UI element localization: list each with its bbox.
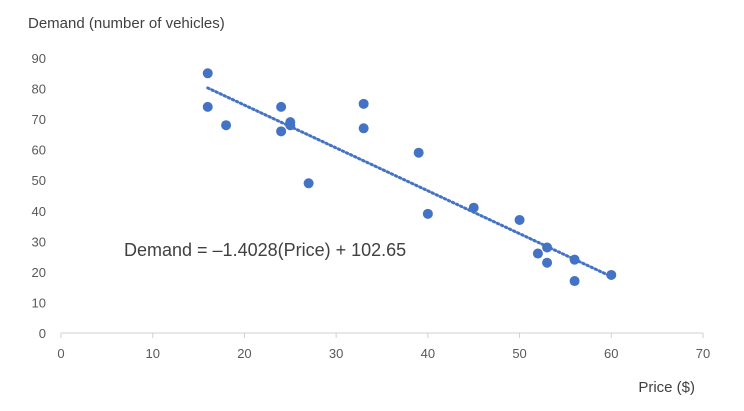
x-tick-label: 40 (421, 346, 435, 361)
data-point (358, 123, 369, 134)
data-point (542, 242, 553, 253)
y-tick-label: 50 (32, 173, 46, 188)
data-point (514, 214, 525, 225)
y-tick-label: 30 (32, 234, 46, 249)
y-tick-label: 90 (32, 51, 46, 66)
data-point (542, 257, 553, 268)
x-tick-label: 50 (512, 346, 526, 361)
y-tick-label: 40 (32, 204, 46, 219)
data-point (276, 126, 287, 137)
data-point (468, 202, 479, 213)
x-axis-title: Price ($) (638, 379, 695, 396)
y-tick-label: 60 (32, 143, 46, 158)
x-tick-label: 20 (237, 346, 251, 361)
data-point (303, 178, 314, 189)
x-tick-label: 70 (696, 346, 710, 361)
data-point (569, 254, 580, 265)
data-point (358, 98, 369, 109)
data-point (413, 147, 424, 158)
x-tick-label: 30 (329, 346, 343, 361)
y-tick-label: 10 (32, 295, 46, 310)
data-point (569, 276, 580, 287)
y-tick-label: 80 (32, 82, 46, 97)
y-tick-label: 0 (39, 326, 46, 341)
data-point (202, 68, 213, 79)
x-tick-label: 0 (57, 346, 64, 361)
data-point (606, 269, 617, 280)
data-point (285, 120, 296, 131)
y-axis-ticks: 0 10 20 30 40 50 60 70 80 90 (32, 51, 46, 341)
trendline-equation: Demand = –1.4028(Price) + 102.65 (124, 240, 406, 260)
x-tick-label: 60 (604, 346, 618, 361)
data-points (202, 68, 617, 287)
y-tick-label: 70 (32, 112, 46, 127)
x-axis-ticks: 0 10 20 30 40 50 60 70 (57, 333, 710, 361)
data-point (202, 101, 213, 112)
data-point (276, 101, 287, 112)
data-point (221, 120, 232, 131)
data-point (532, 248, 543, 259)
y-axis-title: Demand (number of vehicles) (28, 15, 225, 32)
x-tick-label: 10 (145, 346, 159, 361)
data-point (422, 208, 433, 219)
y-tick-label: 20 (32, 265, 46, 280)
